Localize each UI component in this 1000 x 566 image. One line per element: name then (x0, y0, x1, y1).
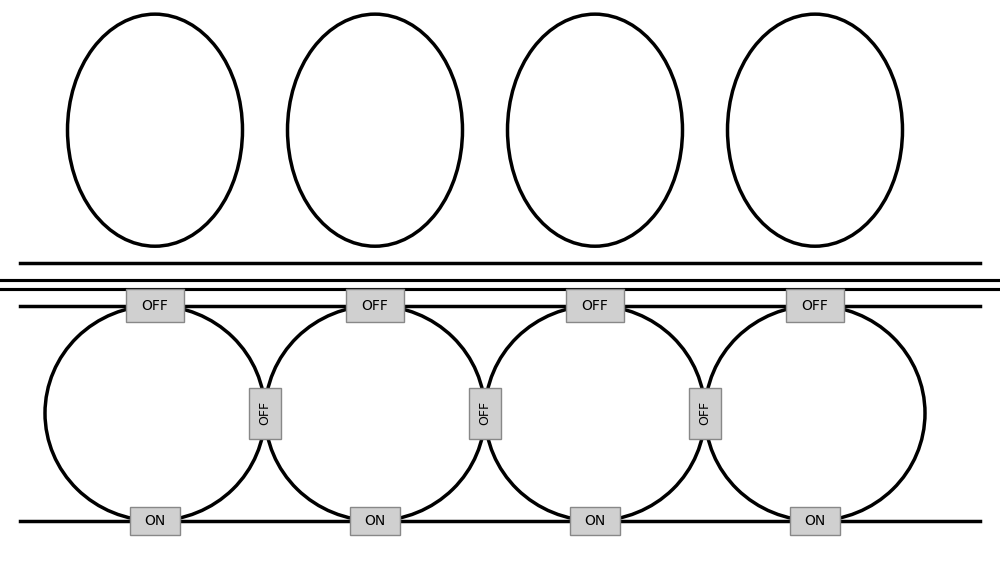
Text: OFF: OFF (478, 401, 491, 425)
Text: OFF: OFF (582, 299, 608, 312)
Text: ON: ON (364, 514, 386, 528)
Text: ON: ON (804, 514, 826, 528)
FancyBboxPatch shape (566, 289, 624, 322)
Text: OFF: OFF (142, 299, 168, 312)
Text: ON: ON (144, 514, 166, 528)
FancyBboxPatch shape (249, 388, 281, 439)
FancyBboxPatch shape (346, 289, 404, 322)
Text: OFF: OFF (802, 299, 828, 312)
FancyBboxPatch shape (689, 388, 721, 439)
Text: ON: ON (584, 514, 606, 528)
FancyBboxPatch shape (350, 507, 400, 535)
Text: OFF: OFF (362, 299, 388, 312)
FancyBboxPatch shape (786, 289, 844, 322)
FancyBboxPatch shape (130, 507, 180, 535)
FancyBboxPatch shape (570, 507, 620, 535)
FancyBboxPatch shape (469, 388, 501, 439)
FancyBboxPatch shape (790, 507, 840, 535)
Text: OFF: OFF (698, 401, 711, 425)
Text: OFF: OFF (258, 401, 272, 425)
FancyBboxPatch shape (126, 289, 184, 322)
